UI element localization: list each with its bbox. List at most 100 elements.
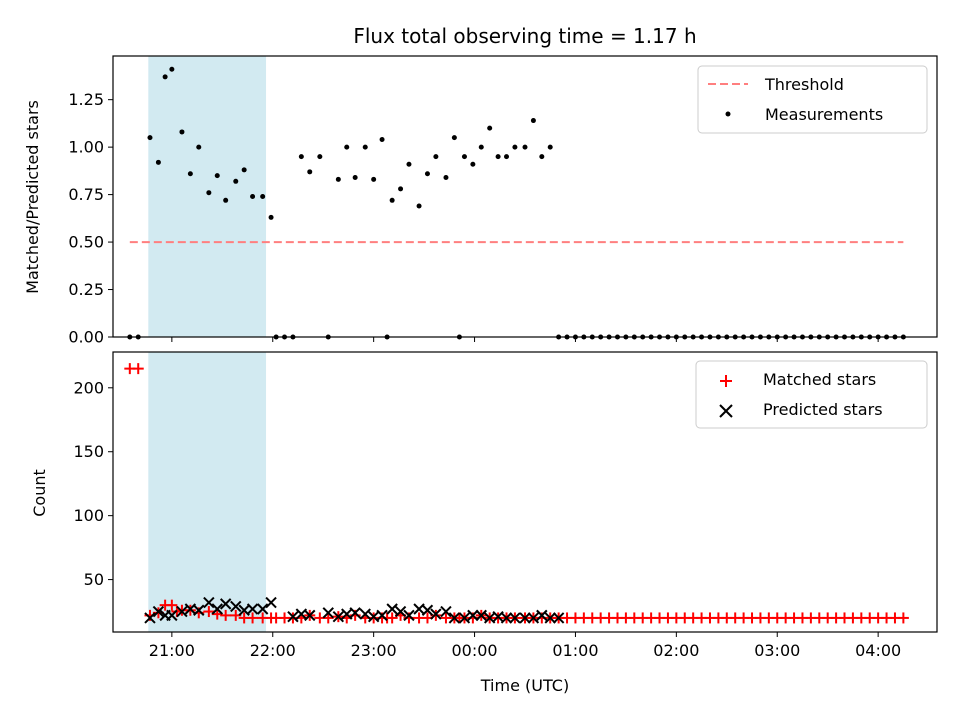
predicted-star-point xyxy=(376,609,388,622)
top-panel-shaded-interval xyxy=(148,56,267,337)
predicted-star-point xyxy=(230,600,242,613)
predicted-star-point xyxy=(219,598,232,610)
predicted-star-point xyxy=(349,607,361,619)
y-tick-label: 100 xyxy=(73,506,104,525)
predicted-star-point xyxy=(519,612,531,624)
chart-title: Flux total observing time = 1.17 h xyxy=(353,24,696,48)
x-tick-label: 02:00 xyxy=(653,641,699,660)
matched-star-point xyxy=(247,612,259,624)
predicted-star-point xyxy=(246,603,259,615)
y-tick-label: 0.25 xyxy=(68,280,104,299)
predicted-star-point xyxy=(193,604,205,616)
top-panel-marks xyxy=(127,66,906,340)
measurement-point xyxy=(206,190,212,196)
measurement-point xyxy=(478,144,484,150)
measurement-point xyxy=(241,167,247,173)
y-tick-label: 0.50 xyxy=(68,233,104,252)
measurement-point xyxy=(187,171,193,177)
matched-star-point xyxy=(203,606,215,618)
y-tick-label: 50 xyxy=(84,570,104,589)
measurement-point xyxy=(196,144,202,150)
predicted-star-point xyxy=(552,612,565,624)
top-panel-legend-box xyxy=(697,65,928,134)
predicted-star-point xyxy=(322,607,334,619)
measurement-point xyxy=(169,66,175,72)
predicted-star-point xyxy=(287,610,299,623)
measurement-point xyxy=(379,137,385,143)
y-tick-label: 0.00 xyxy=(68,328,104,347)
predicted-star-point xyxy=(544,612,556,624)
bottom-panel: 50 100 150 200 21:00 22:00 23:00 00:00 01:00 02:… xyxy=(30,351,938,695)
x-tick-label: 22:00 xyxy=(250,641,296,660)
legend-measurements-label: Measurements xyxy=(765,105,883,124)
measurement-point xyxy=(406,161,412,167)
matched-star-point xyxy=(220,609,232,621)
measurement-point xyxy=(451,135,457,141)
x-tick-label: 23:00 xyxy=(351,641,397,660)
legend-threshold-label: Threshold xyxy=(764,75,844,94)
predicted-star-point xyxy=(500,612,513,624)
measurement-point xyxy=(233,178,239,184)
bottom-panel-legend: Matched stars Predicted stars xyxy=(695,360,928,429)
measurement-point xyxy=(298,154,304,160)
predicted-star-point xyxy=(475,609,487,622)
measurement-point xyxy=(352,175,358,181)
measurement-point xyxy=(470,161,476,167)
predicted-star-point xyxy=(403,609,415,622)
measurement-point xyxy=(179,129,185,135)
measurement-point xyxy=(317,154,323,160)
x-tick-label: 21:00 xyxy=(149,641,195,660)
bottom-panel-y-axis: 50 100 150 200 xyxy=(73,378,113,589)
predicted-star-point xyxy=(152,605,165,618)
y-tick-label: 1.25 xyxy=(68,90,104,109)
measurement-point xyxy=(389,197,395,203)
bottom-panel-legend-box xyxy=(695,360,928,429)
predicted-star-point xyxy=(265,596,277,609)
predicted-star-point xyxy=(430,608,442,620)
matched-star-point xyxy=(132,363,144,375)
top-panel-legend: Threshold Measurements xyxy=(697,65,928,134)
measurement-point xyxy=(443,175,449,181)
predicted-star-point xyxy=(332,610,345,623)
measurement-point xyxy=(214,173,220,179)
predicted-star-point xyxy=(467,609,479,622)
matched-star-point xyxy=(211,608,223,620)
measurement-point xyxy=(487,125,493,131)
measurement-point xyxy=(335,176,341,182)
measurement-point xyxy=(147,135,153,141)
y-tick-label: 200 xyxy=(73,378,104,397)
bottom-panel-frame xyxy=(112,351,938,633)
bottom-panel-marks xyxy=(124,363,909,624)
predicted-star-point xyxy=(527,612,540,624)
measurement-point xyxy=(495,154,501,160)
legend-matched-swatch xyxy=(720,375,732,387)
matched-star-point xyxy=(897,612,909,624)
predicted-star-point xyxy=(203,596,215,609)
measurement-point xyxy=(416,203,422,209)
legend-predicted-swatch xyxy=(719,404,733,418)
predicted-star-point xyxy=(440,605,452,618)
measurement-point xyxy=(424,171,430,177)
predicted-star-point xyxy=(458,612,471,624)
predicted-star-point xyxy=(304,609,316,622)
measurement-point xyxy=(162,74,168,80)
y-tick-label: 0.75 xyxy=(68,185,104,204)
measurement-point xyxy=(504,154,510,160)
predicted-star-point xyxy=(448,612,461,624)
predicted-star-point xyxy=(144,612,156,624)
predicted-star-point xyxy=(509,612,521,624)
x-tick-label: 00:00 xyxy=(451,641,497,660)
measurement-point xyxy=(398,186,404,192)
x-tick-label: 04:00 xyxy=(855,641,901,660)
matched-star-point xyxy=(166,599,178,611)
top-panel-frame xyxy=(112,55,938,338)
measurement-point xyxy=(547,144,553,150)
predicted-star-point xyxy=(211,603,223,615)
measurement-point xyxy=(268,214,274,220)
predicted-star-point xyxy=(394,605,407,618)
top-panel-y-axis: 0.00 0.25 0.50 0.75 1.00 1.25 xyxy=(68,90,113,347)
bottom-panel-y-axis-label: Count xyxy=(30,469,49,517)
measurement-point xyxy=(250,194,256,199)
legend-matched-label: Matched stars xyxy=(763,370,876,389)
